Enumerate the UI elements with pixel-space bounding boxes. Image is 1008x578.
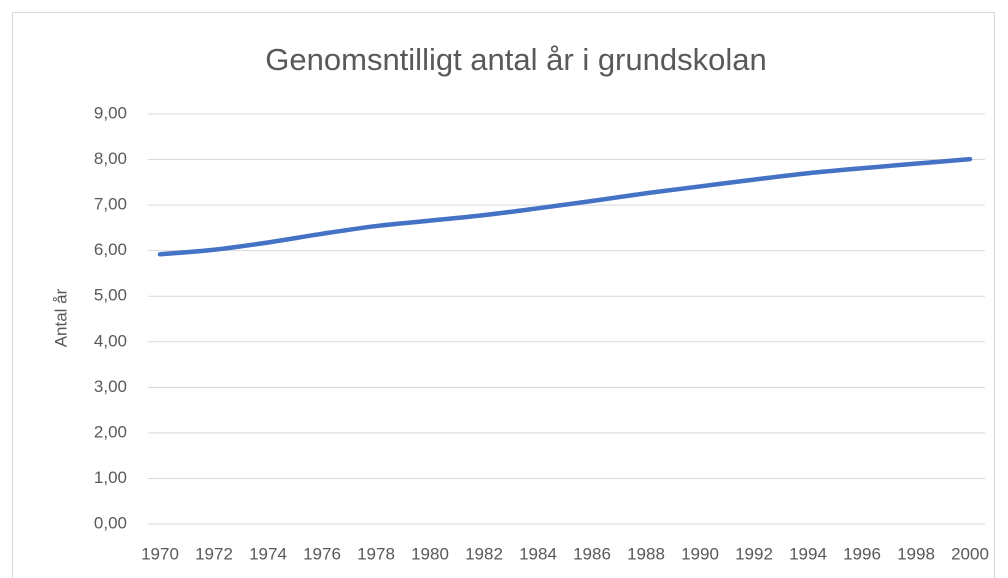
y-tick-label: 1,00 — [94, 468, 127, 487]
x-tick-label: 1976 — [303, 544, 341, 563]
line-series — [157, 156, 973, 257]
y-tick-label: 2,00 — [94, 422, 127, 441]
x-tick-label: 1996 — [843, 544, 881, 563]
x-tick-label: 1978 — [357, 544, 395, 563]
x-tick-label: 1986 — [573, 544, 611, 563]
y-tick-label: 0,00 — [94, 513, 127, 532]
x-tick-label: 1982 — [465, 544, 503, 563]
y-tick-label: 4,00 — [94, 331, 127, 350]
x-tick-label: 1988 — [627, 544, 665, 563]
y-tick-label: 9,00 — [94, 103, 127, 122]
y-tick-label: 7,00 — [94, 195, 127, 214]
x-tick-label: 1974 — [249, 544, 287, 563]
x-tick-label: 1990 — [681, 544, 719, 563]
x-tick-label: 1984 — [519, 544, 557, 563]
y-tick-label: 8,00 — [94, 149, 127, 168]
x-tick-label: 1994 — [789, 544, 827, 563]
x-tick-label: 1970 — [141, 544, 179, 563]
y-axis-label: Antal år — [51, 288, 70, 347]
x-tick-label: 1998 — [897, 544, 935, 563]
x-tick-label: 2000 — [951, 544, 989, 563]
chart-border — [12, 12, 995, 578]
y-tick-label: 5,00 — [94, 286, 127, 305]
y-tick-label: 3,00 — [94, 377, 127, 396]
chart-title: Genomsntilligt antal år i grundskolan — [265, 42, 766, 77]
x-tick-label: 1980 — [411, 544, 449, 563]
y-tick-label: 6,00 — [94, 240, 127, 259]
x-tick-label: 1992 — [735, 544, 773, 563]
x-tick-label: 1972 — [195, 544, 233, 563]
